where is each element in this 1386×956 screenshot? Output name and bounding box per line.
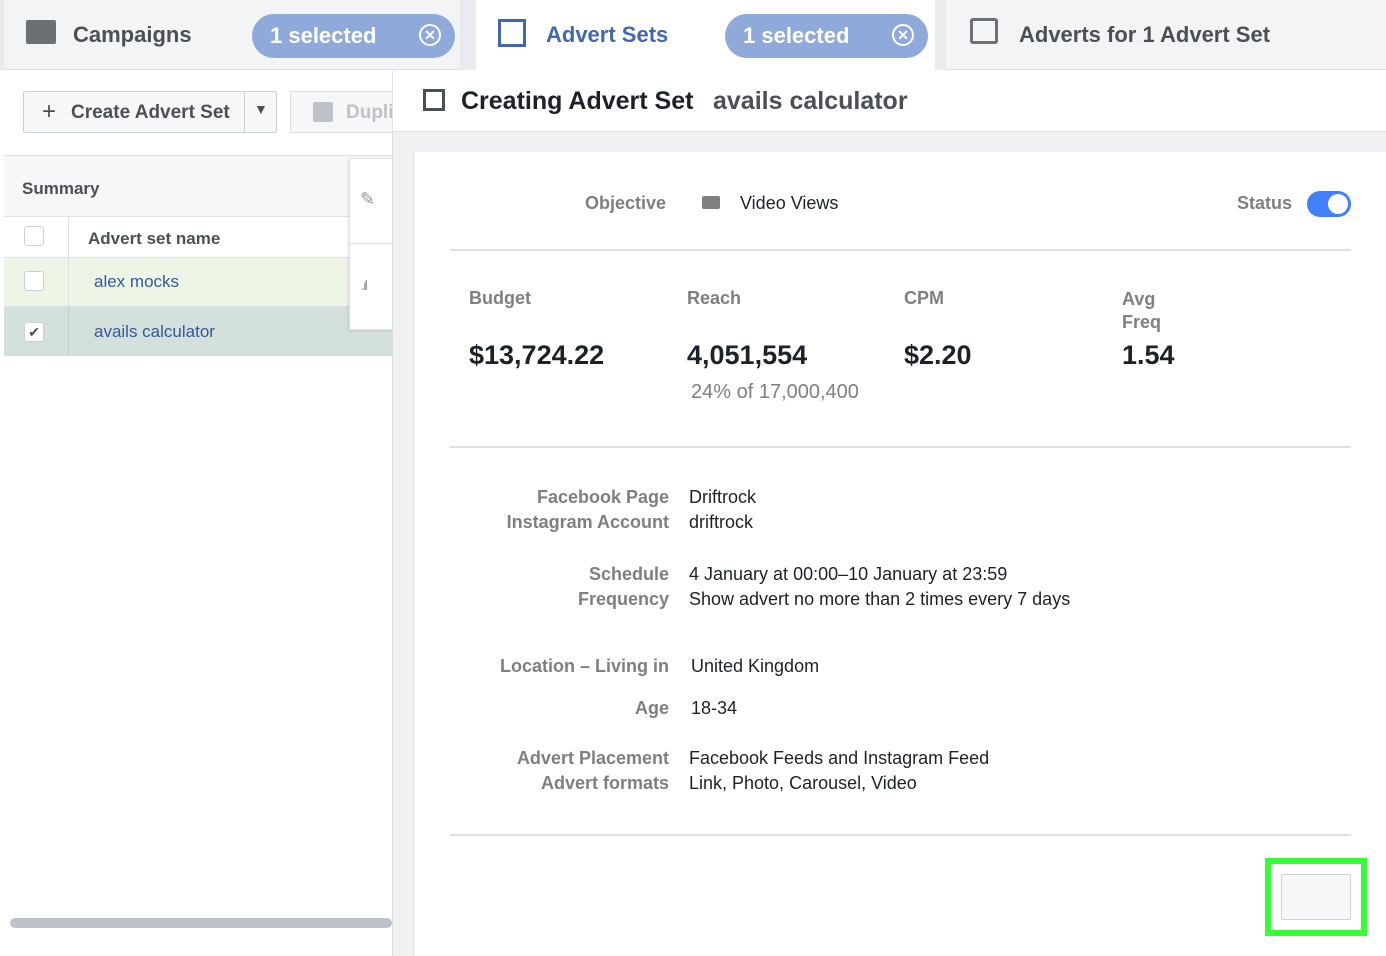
scrollbar[interactable] (10, 918, 392, 928)
detail-value: 18-34 (691, 698, 738, 718)
table-row[interactable]: ✔ avails calculator (4, 307, 392, 356)
icon (970, 18, 998, 44)
metric-value: 1.54 (1122, 340, 1175, 370)
divider (450, 446, 1351, 448)
metric-label: Budget (469, 288, 531, 308)
panel-header: Creating Advert Set avails calculator (393, 71, 1386, 132)
icon-strip: ✎ .ıl (349, 158, 393, 330)
create-button[interactable]: + Create Advert Set ▼ (23, 91, 277, 133)
checkbox[interactable]: ✔ (24, 322, 44, 342)
checkbox[interactable] (24, 271, 44, 291)
divider (68, 307, 69, 356)
tab[interactable]: Adverts for 1 Advert Set (946, 0, 1386, 70)
badge[interactable]: 1 selected ✕ (252, 14, 455, 58)
detail-label: Instagram Account (506, 512, 669, 532)
highlight-box (1265, 858, 1367, 936)
detail-label: Location – Living in (499, 656, 669, 676)
detail-value: Driftrock (689, 487, 756, 507)
detail-value: Show advert no more than 2 times every 7… (689, 589, 1071, 609)
badge-text: 1 selected (270, 23, 377, 48)
metric-value: 4,051,554 (687, 340, 808, 370)
metric-value: $13,724.22 (469, 340, 605, 370)
tab-label: Adverts for 1 Advert Set (1019, 22, 1271, 47)
objective-label: Objective (585, 193, 667, 213)
plus-icon: + (42, 98, 57, 125)
detail-value: Facebook Feeds and Instagram Feed (689, 748, 990, 768)
edit-button[interactable] (1281, 874, 1351, 920)
duplicate-button[interactable]: Dupli (290, 91, 392, 133)
row-name[interactable]: avails calculator (94, 322, 215, 341)
tab[interactable]: Advert Sets 1 selected ✕ (476, 0, 935, 70)
divider (450, 834, 1351, 836)
detail-label: Advert formats (540, 773, 669, 793)
left-pane (0, 71, 393, 956)
objective-value: Video Views (740, 193, 839, 213)
close-icon[interactable]: ✕ (892, 24, 914, 46)
detail-label: Age (634, 698, 669, 718)
tab-label: Advert Sets (546, 22, 669, 47)
advert-set-name: avails calculator (713, 87, 908, 115)
video-icon (702, 196, 720, 209)
icon (313, 102, 333, 122)
summary-label: Summary (22, 179, 100, 198)
detail-value: driftrock (689, 512, 754, 532)
tab-label: Campaigns (73, 22, 192, 47)
column-header: Advert set name (88, 229, 221, 248)
divider (450, 249, 1351, 251)
row-name[interactable]: alex mocks (94, 272, 180, 291)
tab[interactable]: Campaigns 1 selected ✕ (4, 0, 460, 70)
summary-row: Summary (4, 155, 392, 217)
detail-label: Schedule (588, 564, 669, 584)
card (413, 152, 1386, 956)
status-label: Status (1237, 193, 1293, 213)
checkbox[interactable] (24, 226, 44, 246)
table-row[interactable]: alex mocks (4, 258, 392, 307)
divider (244, 92, 245, 132)
close-icon[interactable]: ✕ (419, 24, 441, 46)
metric-value: $2.20 (904, 340, 972, 370)
button-label: Dupli (346, 102, 392, 123)
metric-label: CPM (904, 288, 944, 308)
detail-label: Facebook Page (536, 487, 669, 507)
detail-value: 4 January at 00:00–10 January at 23:59 (689, 564, 1008, 584)
icon (26, 20, 56, 44)
badge[interactable]: 1 selected ✕ (725, 14, 928, 58)
button-label: Create Advert Set (71, 102, 230, 123)
divider (350, 243, 392, 244)
detail-value: Link, Photo, Carousel, Video (689, 773, 917, 793)
metric-note: 24% of 17,000,400 (691, 381, 859, 403)
detail-label: Advert Placement (516, 748, 669, 768)
dropdown-icon[interactable]: ▼ (254, 101, 268, 117)
detail-value: United Kingdom (691, 656, 820, 676)
toggle-knob (1328, 194, 1348, 214)
metric-label: Reach (687, 288, 742, 308)
divider (68, 217, 69, 257)
detail-label: Frequency (577, 589, 669, 609)
chart-icon[interactable]: .ıl (361, 277, 368, 293)
table-header: Advert set name (4, 217, 392, 258)
metric-label: Avg Freq (1122, 289, 1162, 332)
divider (68, 258, 69, 306)
badge-text: 1 selected (743, 23, 850, 48)
edit-icon[interactable]: ✎ (360, 189, 376, 209)
icon (498, 19, 526, 47)
icon (423, 89, 445, 111)
panel-title: Creating Advert Set (461, 87, 694, 115)
status-toggle[interactable] (1307, 191, 1351, 217)
